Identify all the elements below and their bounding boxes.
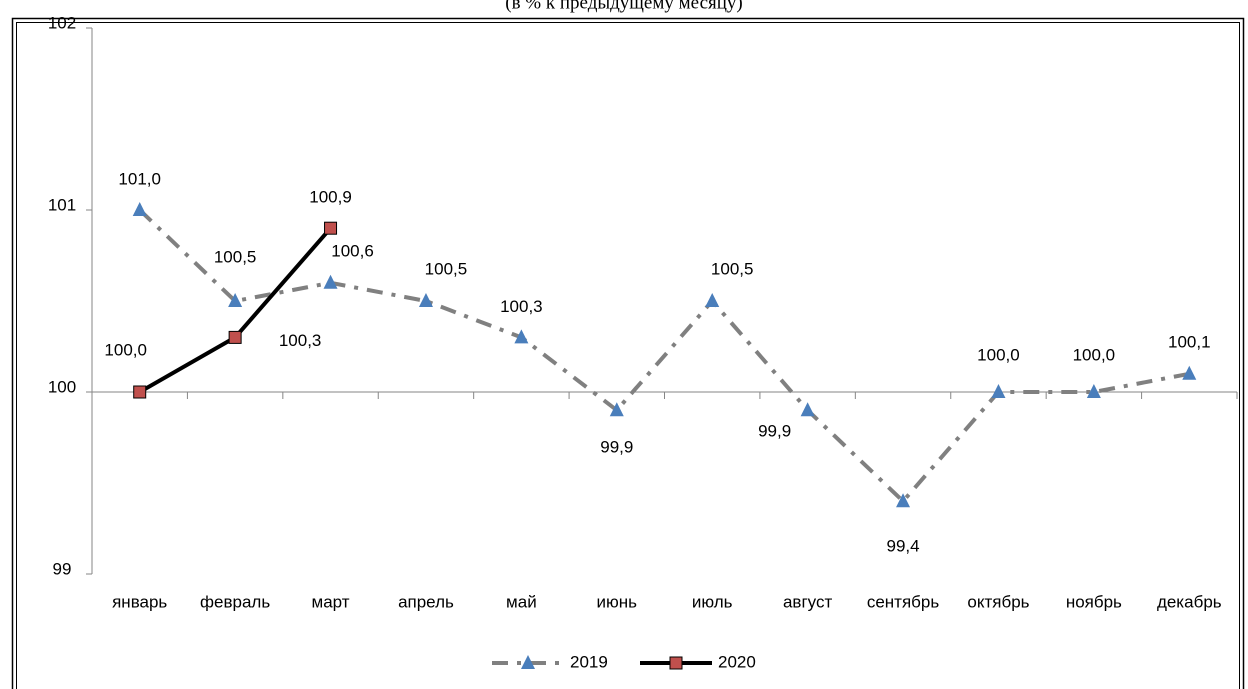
marker [1086,384,1101,398]
marker [323,274,338,289]
marker [991,384,1006,398]
data-label: 100,0 [1073,345,1116,364]
marker [418,293,433,307]
y-tick-label: 99 [53,559,72,578]
marker [324,221,338,235]
x-tick-label: декабрь [1157,592,1222,611]
x-tick-label: сентябрь [867,592,940,611]
data-label: 100,1 [1168,332,1211,351]
x-tick-label: август [783,592,832,611]
data-label: 99,9 [600,438,633,457]
x-tick-label: апрель [398,592,454,611]
x-tick-label: ноябрь [1066,592,1122,611]
x-tick-label: январь [112,592,167,611]
y-tick-label: 101 [48,195,76,214]
x-tick-label: октябрь [967,592,1029,611]
marker [228,293,243,307]
data-label: 99,9 [758,422,791,441]
data-label: 100,3 [500,297,543,316]
data-label: 100,0 [977,345,1020,364]
x-tick-label: июнь [597,592,638,611]
x-tick-label: июль [692,592,733,611]
data-label: 100,5 [425,259,468,278]
marker [132,202,147,216]
legend-label: 2019 [570,652,608,671]
data-label: 100,0 [104,340,147,359]
legend-marker [521,655,535,669]
marker [705,293,720,307]
marker [896,493,911,508]
data-label: 101,0 [118,169,161,188]
marker [609,402,624,417]
y-tick-label: 100 [48,377,76,396]
x-tick-label: май [506,592,537,611]
series-line [138,208,1190,504]
data-label: 100,9 [309,188,352,207]
x-tick-label: март [312,592,350,611]
data-label: 100,6 [331,241,374,260]
frame-outer [11,17,1245,689]
marker [228,330,242,344]
x-tick-label: февраль [200,592,270,611]
chart-subtitle: (в % к предыдущему месяцу) [505,0,743,13]
marker [1182,365,1197,380]
marker [800,402,815,417]
data-label: 100,3 [279,331,322,350]
legend-marker [669,656,683,670]
legend-label: 2020 [718,652,756,671]
data-label: 99,4 [886,537,919,556]
y-tick-label: 102 [48,13,76,32]
marker [514,329,529,344]
data-label: 100,5 [711,259,754,278]
marker [133,385,147,399]
frame-inner [16,22,1240,689]
data-label: 100,5 [214,247,257,266]
